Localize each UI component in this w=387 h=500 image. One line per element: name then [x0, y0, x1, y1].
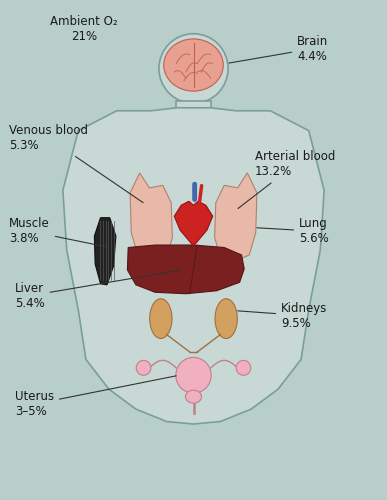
Ellipse shape — [236, 360, 251, 376]
Text: Liver
5.4%: Liver 5.4% — [15, 270, 179, 310]
Polygon shape — [94, 218, 116, 285]
Text: Venous blood
5.3%: Venous blood 5.3% — [9, 124, 143, 202]
Text: Muscle
3.8%: Muscle 3.8% — [9, 217, 107, 247]
Polygon shape — [63, 108, 324, 424]
Polygon shape — [176, 101, 211, 108]
Ellipse shape — [159, 34, 228, 103]
Ellipse shape — [164, 39, 223, 91]
Ellipse shape — [215, 298, 237, 339]
Text: Uterus
3–5%: Uterus 3–5% — [15, 376, 176, 418]
Text: Kidneys
9.5%: Kidneys 9.5% — [238, 302, 327, 330]
Ellipse shape — [176, 358, 211, 393]
Text: Arterial blood
13.2%: Arterial blood 13.2% — [238, 150, 336, 208]
Polygon shape — [174, 202, 213, 246]
Ellipse shape — [136, 360, 151, 376]
Text: Ambient O₂
21%: Ambient O₂ 21% — [50, 14, 118, 42]
Ellipse shape — [185, 390, 202, 403]
Polygon shape — [130, 173, 172, 261]
Polygon shape — [127, 245, 244, 294]
Polygon shape — [215, 173, 257, 261]
Text: Lung
5.6%: Lung 5.6% — [257, 217, 329, 245]
Ellipse shape — [150, 298, 172, 339]
FancyArrowPatch shape — [200, 186, 202, 202]
Text: Brain
4.4%: Brain 4.4% — [229, 34, 329, 63]
